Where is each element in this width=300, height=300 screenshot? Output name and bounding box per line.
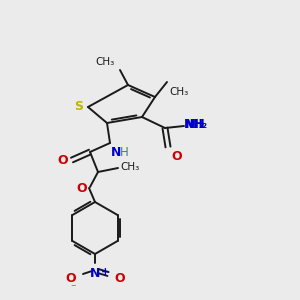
Text: ⁻: ⁻ — [70, 283, 76, 293]
Text: ₂: ₂ — [198, 118, 203, 131]
Text: O: O — [57, 154, 68, 166]
Text: O: O — [76, 182, 87, 194]
Text: O: O — [114, 272, 124, 284]
Text: CH₃: CH₃ — [96, 57, 115, 67]
Text: ₂: ₂ — [201, 118, 206, 130]
Text: NH: NH — [185, 118, 206, 130]
Text: O: O — [171, 150, 181, 163]
Text: CH₃: CH₃ — [169, 87, 188, 97]
Text: S: S — [74, 100, 83, 112]
Text: O: O — [65, 272, 76, 284]
Text: NH: NH — [184, 118, 204, 131]
Text: H: H — [120, 146, 129, 159]
Text: +: + — [101, 267, 110, 277]
Text: CH₃: CH₃ — [120, 162, 139, 172]
Text: N: N — [111, 146, 122, 159]
Text: N: N — [90, 267, 100, 280]
